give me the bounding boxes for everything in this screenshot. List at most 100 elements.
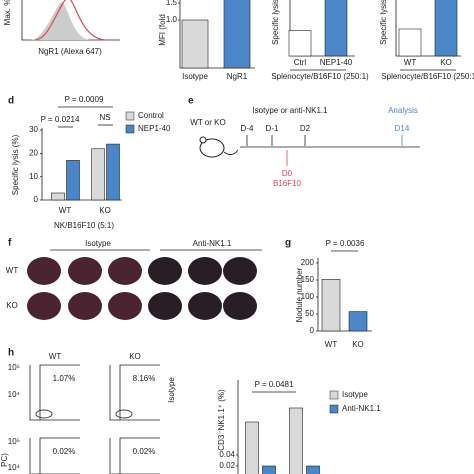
bar: [181, 19, 209, 69]
annotation: P = 0.0481: [255, 380, 294, 389]
column-label: WT: [49, 352, 62, 361]
bar: [398, 28, 422, 57]
bar: [348, 311, 368, 332]
legend-swatch: [329, 390, 339, 400]
histogram-isotype: [30, 2, 90, 40]
column-label: KO: [129, 352, 141, 361]
mouse-icon: [199, 138, 225, 158]
y-axis-label: Max. %: [3, 0, 12, 25]
bar: [434, 0, 458, 57]
legend-swatch: [125, 111, 135, 121]
bar: [288, 30, 312, 57]
row-label: KO: [6, 301, 18, 310]
x-tick-label: Ctrl: [294, 58, 307, 67]
mouse-label: WT or KO: [190, 118, 225, 127]
y-tick-label: 0.02: [219, 461, 235, 470]
bar: [262, 465, 276, 474]
bar: [223, 0, 251, 69]
lung-image: [108, 292, 142, 320]
y-tick-label: 100: [301, 292, 315, 301]
y-axis-label: PC): [0, 453, 9, 467]
y-tick-label: 50: [305, 309, 314, 318]
y-tick-label: 30: [29, 125, 38, 134]
axis-tick-label: 10⁴: [8, 463, 21, 472]
contour: [115, 409, 133, 419]
y-tick-label: 20: [29, 149, 38, 158]
x-tick-label: KO: [352, 340, 364, 349]
treatment-label: Isotype or anti-NK1.1: [252, 106, 328, 115]
legend-label: NEP1-40: [138, 124, 171, 133]
gate: [119, 364, 160, 420]
column-label: Anti-NK1.1: [193, 239, 232, 248]
x-tick-label: KO: [99, 206, 111, 215]
day-label: D0: [282, 169, 293, 178]
histogram-ngr1: [34, 0, 106, 41]
annotation: P = 0.0036: [326, 239, 365, 248]
bar: [66, 160, 80, 201]
axis-tick-label: 10⁵: [8, 437, 20, 446]
bar: [106, 143, 120, 201]
y-tick-label: 0.04: [219, 450, 235, 459]
column-label: Isotype: [85, 239, 111, 248]
lung-image: [223, 257, 257, 285]
day-label: D14: [395, 124, 410, 133]
y-tick-label: 1.0: [166, 15, 178, 24]
flow-plot: [109, 438, 160, 474]
legend-label: Isotype: [342, 390, 368, 399]
y-axis-label: Nodule number: [295, 267, 304, 322]
y-axis-label: MFI (fold: [158, 14, 167, 46]
day-label: D-1: [266, 124, 279, 133]
gate: [39, 437, 80, 474]
y-tick-label: 0: [34, 195, 39, 204]
bar: [306, 465, 320, 474]
lung-image: [223, 292, 257, 320]
legend-swatch: [125, 124, 135, 134]
x-tick-label: WT: [404, 58, 417, 67]
annotation: P = 0.0214: [41, 115, 80, 124]
bar: [91, 148, 105, 201]
inoculation-label: B16F10: [273, 179, 302, 188]
x-tick-label: Isotype: [182, 72, 208, 81]
legend-label: Control: [138, 111, 164, 120]
legend-swatch: [329, 404, 339, 414]
gate: [119, 437, 160, 474]
gate-percentage: 8.16%: [133, 374, 156, 383]
y-tick-label: 10: [29, 172, 38, 181]
mouse-ear: [199, 136, 207, 144]
flow-plot: [29, 365, 80, 421]
x-tick-label: WT: [59, 206, 72, 215]
gate: [39, 364, 80, 420]
x-axis-label: NK/B16F10 (5:1): [54, 221, 114, 230]
bar: [245, 421, 259, 474]
row-label: WT: [6, 266, 19, 275]
gate-percentage: 0.02%: [53, 447, 76, 456]
day-label: D-4: [241, 124, 254, 133]
lung-image: [148, 257, 182, 285]
x-tick-label: NgR1: [227, 72, 248, 81]
panel-label: g: [285, 238, 291, 249]
y-tick-label: 1.5: [166, 0, 178, 7]
y-axis-label: CD3⁻NK1.1⁺ (%): [217, 389, 226, 451]
lung-image: [68, 292, 102, 320]
y-tick-label: 200: [301, 258, 315, 267]
lung-image: [188, 292, 222, 320]
gate-percentage: 1.07%: [53, 374, 76, 383]
x-axis-label: Splenocyte/B16F10 (250:1): [271, 72, 369, 81]
y-tick-label: 150: [301, 275, 315, 284]
bar: [51, 192, 65, 201]
contour: [35, 409, 53, 419]
x-tick-label: NEP1-40: [320, 58, 353, 67]
lung-image: [188, 257, 222, 285]
panel-label: f: [8, 238, 12, 249]
flow-plot: [29, 438, 80, 474]
y-axis-label: Specific lysis: [271, 0, 280, 45]
lung-image: [68, 257, 102, 285]
bar: [324, 0, 348, 57]
y-tick-label: 0: [310, 326, 315, 335]
flow-plot: [109, 365, 160, 421]
x-tick-label: KO: [440, 58, 452, 67]
x-axis-label: Splenocyte/B16F10 (250:1): [381, 72, 474, 81]
lung-image: [108, 257, 142, 285]
lung-image: [27, 292, 61, 320]
